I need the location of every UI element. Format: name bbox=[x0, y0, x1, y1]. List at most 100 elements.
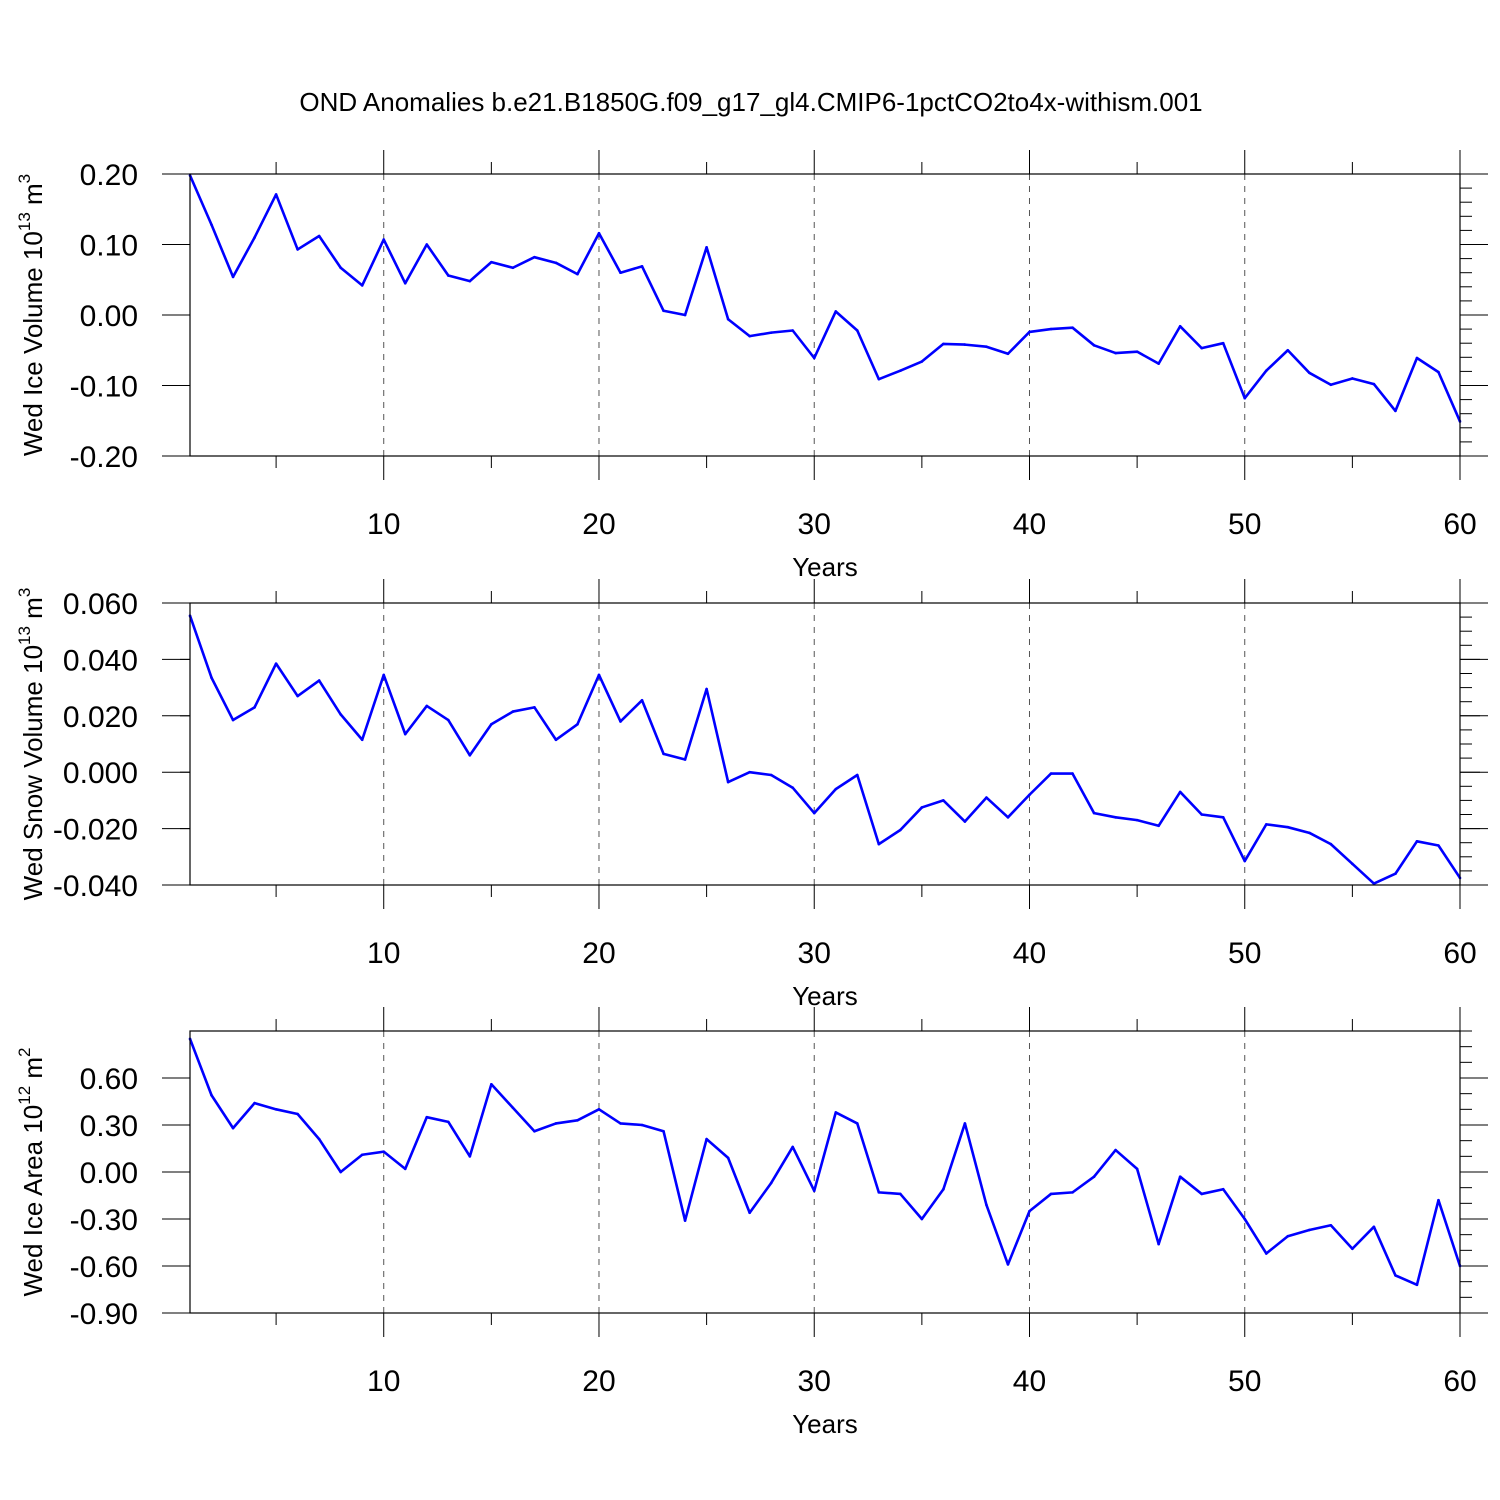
data-point bbox=[210, 223, 213, 227]
data-point bbox=[490, 722, 493, 726]
data-point bbox=[1006, 352, 1010, 356]
data-point bbox=[942, 1187, 945, 1191]
data-point bbox=[834, 787, 838, 791]
data-point bbox=[619, 720, 622, 723]
data-point bbox=[1200, 1192, 1203, 1196]
data-point bbox=[705, 687, 708, 691]
data-point bbox=[834, 310, 838, 313]
data-point bbox=[1351, 377, 1354, 380]
data-point bbox=[231, 275, 235, 279]
data-point bbox=[662, 752, 665, 756]
data-point bbox=[985, 1203, 988, 1207]
data-point bbox=[447, 718, 450, 722]
data-point bbox=[274, 193, 278, 196]
data-point bbox=[1200, 346, 1203, 350]
data-point bbox=[533, 706, 536, 709]
x-tick-label: 20 bbox=[582, 508, 615, 541]
data-point bbox=[403, 281, 407, 285]
data-point bbox=[899, 828, 902, 832]
data-point bbox=[576, 272, 579, 276]
y-tick-label: 0.10 bbox=[80, 230, 138, 263]
x-tick-label: 60 bbox=[1443, 1365, 1476, 1398]
data-point bbox=[726, 780, 730, 784]
data-point bbox=[1308, 1228, 1311, 1232]
x-tick-label: 30 bbox=[798, 508, 831, 541]
panel-ice-volume: -0.20 -0.10 0.00 0.10 0.20 10 20 30 40 50 60 Years W… bbox=[15, 150, 1488, 582]
data-point bbox=[231, 1126, 235, 1130]
data-point bbox=[791, 786, 795, 790]
data-point bbox=[662, 1129, 665, 1133]
data-point bbox=[1028, 1209, 1031, 1213]
data-point bbox=[339, 713, 342, 716]
data-point bbox=[360, 1153, 364, 1157]
data-point bbox=[468, 1155, 472, 1158]
y-tick-label: 0.00 bbox=[80, 300, 138, 333]
data-point bbox=[877, 842, 881, 846]
data-point bbox=[1049, 772, 1053, 775]
y-tick-label: 0.20 bbox=[80, 159, 138, 192]
y-axis-title: Wed Ice Volume 1013 m3 bbox=[15, 174, 48, 456]
data-point bbox=[942, 799, 945, 802]
y-tick-label: -0.040 bbox=[53, 870, 138, 903]
x-axis-title: Years bbox=[792, 981, 858, 1011]
series-line bbox=[188, 174, 1462, 422]
data-point bbox=[769, 331, 773, 334]
data-point bbox=[1221, 816, 1225, 819]
data-point bbox=[1114, 816, 1117, 819]
data-point bbox=[963, 820, 967, 823]
data-point bbox=[1415, 839, 1419, 843]
data-point bbox=[1243, 859, 1247, 863]
data-point bbox=[1006, 1263, 1010, 1266]
data-point bbox=[1157, 824, 1160, 828]
data-point bbox=[1394, 409, 1397, 413]
data-point bbox=[1286, 348, 1290, 352]
x-tick-label: 50 bbox=[1228, 1365, 1261, 1398]
data-point bbox=[640, 265, 644, 268]
data-point bbox=[1243, 1217, 1247, 1221]
data-point bbox=[619, 1122, 622, 1125]
data-point bbox=[1049, 1192, 1053, 1196]
data-point bbox=[619, 271, 622, 275]
y-axis-title: Wed Snow Volume 1013 m3 bbox=[15, 588, 48, 901]
data-point bbox=[1329, 383, 1333, 387]
data-point bbox=[490, 1082, 493, 1086]
data-point bbox=[447, 274, 450, 277]
data-point bbox=[1394, 1274, 1397, 1277]
data-point bbox=[554, 261, 558, 265]
data-point bbox=[705, 246, 708, 249]
data-point bbox=[1092, 1175, 1096, 1178]
data-point bbox=[791, 329, 795, 332]
y-tick-label: -0.90 bbox=[70, 1298, 138, 1331]
data-point bbox=[382, 238, 386, 241]
data-point bbox=[360, 284, 364, 287]
data-point bbox=[1135, 350, 1139, 353]
data-point bbox=[1221, 1187, 1225, 1191]
x-tick-label: 20 bbox=[582, 1365, 615, 1398]
data-point bbox=[1372, 382, 1376, 386]
y-tick-label: -0.60 bbox=[70, 1251, 138, 1284]
data-point bbox=[920, 1217, 924, 1221]
data-point bbox=[812, 1189, 816, 1193]
y-tick-label: -0.020 bbox=[53, 814, 138, 847]
data-point bbox=[425, 704, 429, 708]
data-point bbox=[1329, 1223, 1333, 1227]
data-point bbox=[511, 710, 515, 713]
data-point bbox=[1415, 356, 1419, 360]
data-point bbox=[511, 1106, 515, 1110]
data-point bbox=[963, 1122, 967, 1125]
data-point bbox=[683, 758, 687, 761]
data-point bbox=[791, 1145, 795, 1149]
y-tick-label: 0.30 bbox=[80, 1110, 138, 1143]
data-point bbox=[231, 718, 235, 722]
data-point bbox=[597, 1108, 601, 1111]
data-point bbox=[360, 738, 364, 742]
data-point bbox=[339, 1170, 342, 1174]
x-tick-label: 40 bbox=[1013, 1365, 1046, 1398]
panel-snow-volume: -0.040 -0.020 0.000 0.020 0.040 0.060 10 20 30 40… bbox=[15, 579, 1488, 1011]
data-point bbox=[468, 279, 472, 283]
plot-frame bbox=[189, 602, 1461, 886]
data-point bbox=[1135, 818, 1139, 822]
data-point bbox=[447, 1120, 450, 1124]
data-point bbox=[705, 1137, 708, 1141]
